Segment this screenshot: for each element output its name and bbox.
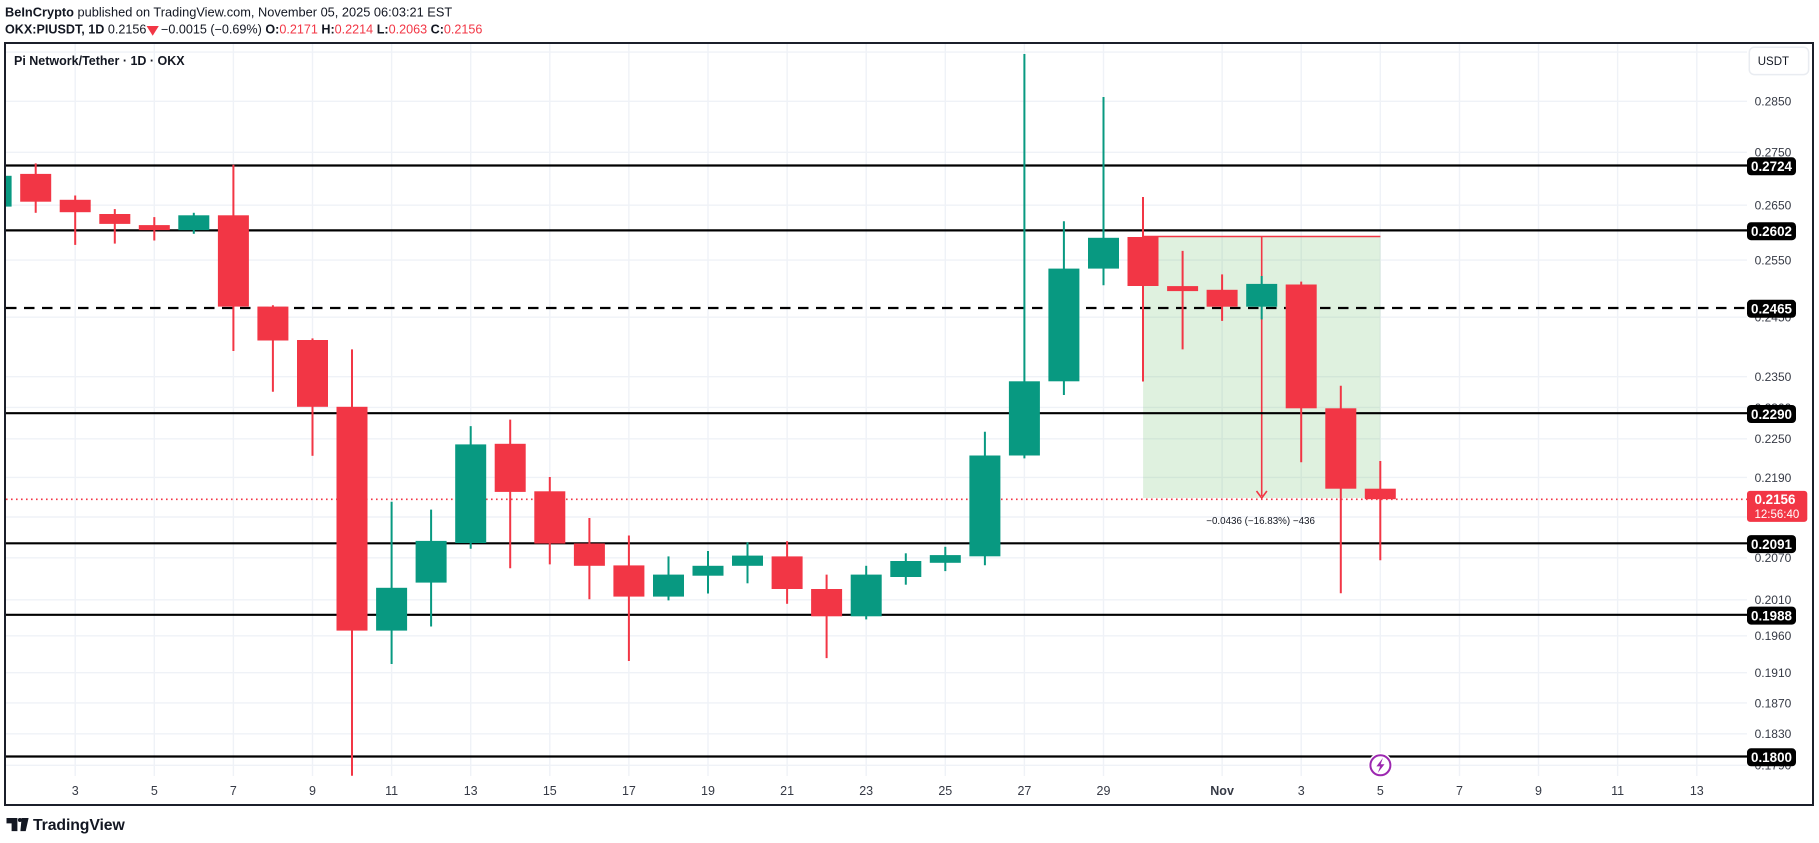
svg-text:0.2091: 0.2091 <box>1751 537 1793 552</box>
svg-text:OKX:PIUSDT, 1D 0.2156: OKX:PIUSDT, 1D 0.2156 <box>5 23 146 37</box>
svg-text:TradingView: TradingView <box>33 817 125 834</box>
svg-text:0.2250: 0.2250 <box>1755 432 1792 446</box>
svg-text:0.2465: 0.2465 <box>1751 302 1793 317</box>
svg-text:−0.0436 (−16.83%) −436: −0.0436 (−16.83%) −436 <box>1206 516 1315 527</box>
svg-text:0.1988: 0.1988 <box>1751 608 1793 623</box>
svg-text:11: 11 <box>385 784 398 798</box>
svg-text:0.2010: 0.2010 <box>1755 593 1792 607</box>
svg-text:BeInCrypto published on Tradin: BeInCrypto published on TradingView.com,… <box>5 4 452 19</box>
svg-text:0.2156: 0.2156 <box>1755 492 1796 507</box>
svg-text:0.2070: 0.2070 <box>1755 551 1792 565</box>
svg-text:11: 11 <box>1611 784 1624 798</box>
svg-text:0.2190: 0.2190 <box>1755 471 1792 485</box>
svg-text:29: 29 <box>1097 784 1111 798</box>
svg-text:0.2724: 0.2724 <box>1751 159 1793 174</box>
svg-text:0.2650: 0.2650 <box>1755 199 1792 213</box>
svg-text:27: 27 <box>1017 784 1031 798</box>
svg-text:13: 13 <box>1690 784 1704 798</box>
svg-text:25: 25 <box>938 784 952 798</box>
svg-text:0.1910: 0.1910 <box>1755 666 1792 680</box>
svg-text:0.2602: 0.2602 <box>1751 224 1792 239</box>
svg-text:0.2290: 0.2290 <box>1751 407 1792 422</box>
svg-text:USDT: USDT <box>1758 56 1789 68</box>
svg-text:Nov: Nov <box>1210 784 1234 798</box>
svg-text:3: 3 <box>1298 784 1305 798</box>
svg-text:15: 15 <box>543 784 557 798</box>
svg-text:Pi Network/Tether · 1D · OKX: Pi Network/Tether · 1D · OKX <box>14 54 185 68</box>
svg-text:9: 9 <box>1535 784 1542 798</box>
svg-text:17: 17 <box>622 784 636 798</box>
svg-text:−0.0015 (−0.69%) O:0.2171 H:0.: −0.0015 (−0.69%) O:0.2171 H:0.2214 L:0.2… <box>161 23 482 37</box>
svg-text:0.1960: 0.1960 <box>1755 629 1792 643</box>
svg-text:12:56:40: 12:56:40 <box>1755 509 1800 521</box>
svg-text:0.2750: 0.2750 <box>1755 146 1792 160</box>
svg-text:5: 5 <box>151 784 158 798</box>
svg-text:19: 19 <box>701 784 715 798</box>
svg-text:0.1830: 0.1830 <box>1755 727 1792 741</box>
svg-text:7: 7 <box>230 784 237 798</box>
svg-text:5: 5 <box>1377 784 1384 798</box>
svg-text:0.1800: 0.1800 <box>1751 750 1792 765</box>
svg-text:21: 21 <box>780 784 794 798</box>
svg-text:23: 23 <box>859 784 873 798</box>
svg-text:9: 9 <box>309 784 316 798</box>
svg-text:7: 7 <box>1456 784 1463 798</box>
svg-text:0.2850: 0.2850 <box>1755 95 1792 109</box>
svg-text:0.2550: 0.2550 <box>1755 254 1792 268</box>
svg-text:0.1870: 0.1870 <box>1755 696 1792 710</box>
svg-text:0.2350: 0.2350 <box>1755 370 1792 384</box>
svg-text:13: 13 <box>464 784 478 798</box>
svg-text:3: 3 <box>72 784 79 798</box>
